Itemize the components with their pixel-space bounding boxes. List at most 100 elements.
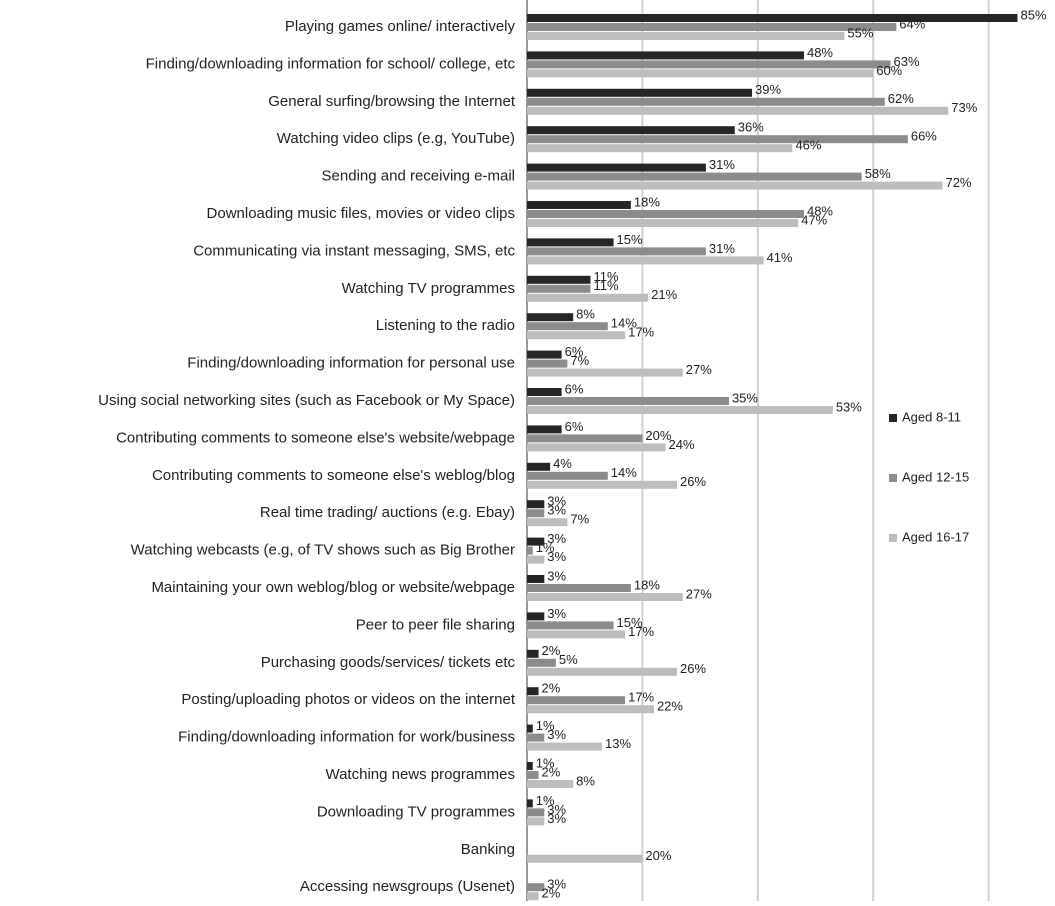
bar — [527, 219, 799, 227]
value-label: 55% — [847, 25, 873, 40]
value-label: 26% — [680, 474, 706, 489]
bar — [527, 210, 804, 218]
value-label: 4% — [553, 456, 572, 471]
bar — [527, 293, 649, 302]
bar — [527, 593, 683, 601]
value-label: 3% — [547, 811, 566, 826]
bar — [527, 696, 626, 705]
value-label: 35% — [732, 390, 758, 405]
category-label: Sending and receiving e-mail — [322, 168, 515, 185]
bar — [527, 106, 949, 115]
value-label: 1% — [536, 793, 555, 808]
value-label: 53% — [836, 399, 862, 414]
value-label: 3% — [547, 802, 566, 817]
category-label: Downloading TV programmes — [317, 803, 515, 820]
category-label: General surfing/browsing the Internet — [268, 93, 516, 110]
value-label: 2% — [542, 681, 561, 696]
category-label: Real time trading/ auctions (e.g. Ebay) — [260, 504, 515, 521]
value-label: 2% — [542, 764, 561, 779]
value-label: 11% — [593, 278, 618, 293]
value-label: 6% — [565, 381, 584, 396]
value-label: 20% — [645, 848, 671, 863]
bar — [527, 883, 545, 892]
value-label: 3% — [547, 531, 566, 546]
bar — [527, 518, 568, 527]
value-label: 15% — [617, 232, 643, 247]
value-label: 15% — [617, 615, 643, 630]
bar — [527, 359, 568, 368]
value-label: 22% — [657, 699, 683, 714]
value-label: 31% — [709, 241, 735, 256]
category-label: Communicating via instant messaging, SMS… — [193, 242, 515, 259]
bar — [527, 705, 654, 714]
bar — [527, 630, 626, 639]
value-label: 6% — [565, 419, 584, 434]
bar — [527, 23, 897, 31]
bar — [527, 368, 683, 377]
bar — [527, 724, 533, 733]
value-label: 36% — [738, 120, 764, 135]
value-label: 5% — [559, 652, 578, 667]
legend-swatch — [889, 414, 897, 422]
category-label: Watching TV programmes — [342, 280, 515, 297]
bar — [527, 471, 608, 480]
category-label: Watching webcasts (e.g, of TV shows such… — [131, 542, 515, 559]
value-label: 3% — [547, 494, 566, 509]
bar — [527, 687, 539, 696]
category-label: Finding/downloading information for scho… — [146, 55, 516, 72]
bar — [527, 350, 562, 359]
value-label: 72% — [945, 175, 971, 190]
value-label: 6% — [565, 344, 584, 359]
category-label: Watching news programmes — [325, 766, 515, 783]
value-label: 1% — [536, 540, 555, 555]
bar — [527, 546, 533, 555]
value-label: 20% — [645, 428, 671, 443]
legend-swatch — [889, 474, 897, 482]
category-label: Posting/uploading photos or videos on th… — [181, 691, 515, 708]
bar — [527, 555, 545, 564]
category-label: Purchasing goods/services/ tickets etc — [261, 654, 516, 671]
value-label: 47% — [801, 212, 827, 227]
bar — [527, 667, 678, 676]
category-label: Peer to peer file sharing — [356, 616, 515, 633]
value-label: 62% — [888, 91, 914, 106]
bar — [527, 434, 643, 443]
category-label: Finding/downloading information for work… — [178, 729, 515, 746]
value-label: 18% — [634, 577, 660, 592]
value-label: 8% — [576, 773, 595, 788]
value-label: 64% — [899, 16, 925, 31]
bar — [527, 575, 545, 583]
bar — [527, 313, 574, 322]
value-label: 1% — [536, 718, 555, 733]
value-label: 18% — [634, 194, 660, 209]
value-label: 1% — [536, 755, 555, 770]
bar — [527, 742, 603, 751]
legend-label: Aged 16-17 — [902, 529, 969, 544]
category-label: Maintaining your own weblog/blog or webs… — [151, 579, 515, 596]
bar — [527, 51, 804, 60]
category-label: Accessing newsgroups (Usenet) — [300, 878, 515, 895]
value-label: 3% — [547, 549, 566, 564]
value-label: 8% — [576, 307, 595, 322]
value-label: 41% — [767, 250, 793, 265]
value-label: 7% — [570, 512, 589, 527]
value-label: 46% — [795, 138, 821, 153]
bar — [527, 612, 545, 621]
category-label: Downloading music files, movies or video… — [207, 205, 515, 222]
value-label: 48% — [807, 203, 833, 218]
value-label: 27% — [686, 586, 712, 601]
bar — [527, 480, 678, 489]
bar — [527, 397, 729, 405]
value-label: 17% — [628, 690, 654, 705]
category-label: Contributing comments to someone else's … — [116, 429, 515, 446]
value-label: 73% — [951, 100, 977, 115]
bar — [527, 500, 545, 509]
bar — [527, 537, 545, 546]
value-label: 39% — [755, 82, 781, 97]
value-label: 13% — [605, 736, 631, 751]
value-label: 60% — [876, 63, 902, 78]
bar — [527, 762, 533, 770]
value-label: 63% — [894, 54, 920, 69]
bar — [527, 97, 885, 106]
value-label: 2% — [542, 886, 561, 901]
